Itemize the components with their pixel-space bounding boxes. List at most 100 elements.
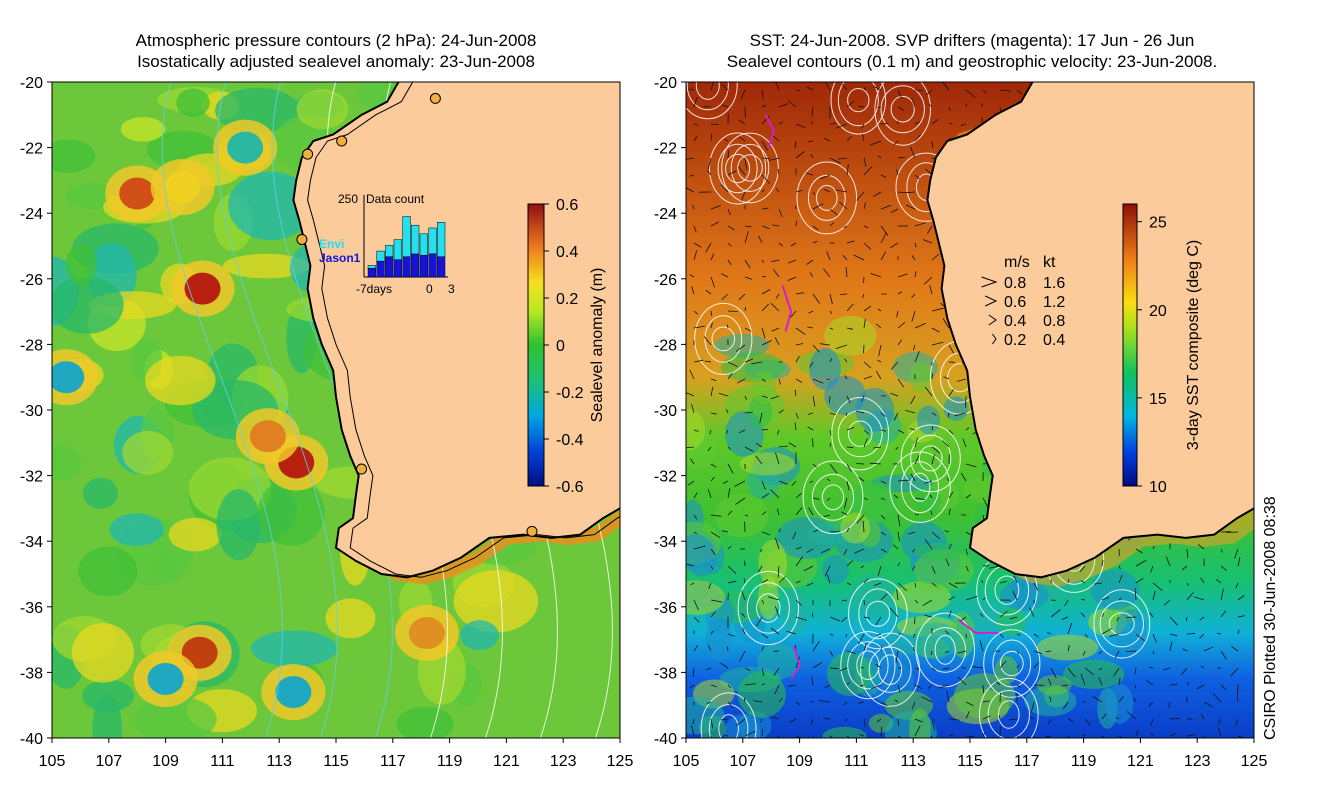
velocity-arrow [1101, 559, 1104, 567]
velocity-arrow [761, 683, 766, 686]
tide-gauge-station [336, 135, 348, 147]
velocity-arrow [707, 644, 712, 652]
velocity-arrow [1012, 590, 1018, 601]
velocity-arrow [846, 650, 857, 654]
colorbar-tick-label: 0.6 [556, 197, 578, 214]
velocity-key-ms: 0.6 [1004, 294, 1026, 311]
velocity-arrow [791, 480, 797, 487]
velocity-arrow [795, 492, 802, 499]
velocity-arrow [829, 633, 834, 636]
sla-blob [134, 696, 217, 738]
lat-tick-label: -34 [20, 534, 43, 551]
velocity-arrow [1049, 696, 1052, 703]
velocity-key-arrow [981, 276, 998, 288]
velocity-arrow [863, 318, 866, 329]
velocity-arrow [839, 667, 848, 672]
velocity-arrow [891, 361, 899, 370]
velocity-arrow [908, 531, 916, 535]
velocity-arrow [807, 426, 814, 431]
velocity-arrow [1016, 664, 1020, 669]
velocity-arrow [982, 597, 986, 601]
velocity-arrow [829, 157, 841, 164]
sealevel-contour [889, 451, 951, 523]
velocity-arrow [829, 327, 833, 330]
colorbar-tick-label: 15 [1149, 391, 1167, 408]
velocity-arrow [743, 697, 746, 703]
sst-patch [686, 580, 725, 615]
velocity-arrow [846, 463, 852, 472]
velocity-arrow [710, 514, 722, 517]
velocity-arrow [744, 259, 751, 269]
velocity-arrow [1182, 648, 1188, 652]
velocity-arrow [910, 146, 916, 159]
velocity-arrow [1067, 735, 1071, 738]
sealevel-contour [847, 88, 870, 113]
sla-anomaly-core [227, 131, 264, 164]
sla-blob [71, 623, 134, 683]
velocity-arrow [930, 510, 933, 516]
velocity-arrow [931, 425, 934, 431]
sst-patch [809, 347, 841, 390]
velocity-arrow [741, 590, 746, 601]
lat-tick-label: -32 [654, 469, 677, 486]
sealevel-contour [686, 82, 729, 111]
velocity-key-arrow [991, 333, 997, 345]
velocity-arrow [846, 163, 849, 176]
velocity-arrow [691, 725, 695, 737]
lon-tick-label: 107 [729, 753, 756, 770]
lon-tick-label: 123 [1184, 753, 1211, 770]
velocity-arrow [829, 429, 832, 436]
colorbar-label: 3-day SST composite (deg C) [1185, 240, 1202, 450]
velocity-arrow [761, 728, 763, 737]
velocity-arrow [863, 166, 873, 176]
inset-xlabel-end: 3 [448, 282, 455, 296]
lat-tick-label: -30 [20, 403, 43, 420]
velocity-arrow [761, 259, 765, 263]
velocity-arrow [693, 250, 698, 261]
velocity-arrow [809, 361, 814, 368]
velocity-arrow [788, 442, 797, 448]
velocity-arrow [775, 293, 780, 299]
sst-patch [1106, 683, 1134, 724]
velocity-arrow [895, 446, 899, 451]
velocity-arrow [948, 508, 951, 516]
velocity-arrow [761, 633, 769, 639]
sst-patch [824, 315, 877, 356]
velocity-arrow [826, 478, 831, 482]
velocity-arrow [999, 89, 1012, 92]
velocity-arrow [812, 203, 824, 210]
velocity-arrow [710, 599, 723, 603]
velocity-key-ms: 0.2 [1004, 332, 1026, 349]
velocity-arrow [1152, 633, 1157, 643]
inset-legend-envi: Envi [319, 237, 344, 251]
velocity-arrow [1203, 735, 1207, 738]
velocity-key-kt: 0.8 [1043, 313, 1065, 330]
velocity-arrow [1118, 565, 1121, 570]
velocity-arrow [795, 220, 797, 227]
velocity-arrow [931, 454, 935, 465]
velocity-arrow [686, 563, 695, 567]
sealevel-contour [847, 641, 889, 690]
sealevel-contour [837, 82, 879, 127]
velocity-arrow [999, 610, 1008, 618]
velocity-arrow [806, 582, 814, 587]
right-title-line2: Sealevel contours (0.1 m) and geostrophi… [726, 52, 1218, 71]
velocity-arrow [948, 543, 952, 550]
velocity-arrow [880, 122, 889, 125]
velocity-arrow [872, 85, 882, 91]
sealevel-contour [704, 315, 743, 363]
velocity-arrow [914, 455, 920, 465]
velocity-arrow [924, 539, 933, 550]
velocity-arrow [897, 718, 899, 727]
velocity-arrow [1048, 718, 1052, 725]
velocity-arrow [795, 507, 803, 516]
lat-tick-label: -34 [654, 534, 677, 551]
velocity-arrow [869, 140, 882, 146]
velocity-arrow [948, 122, 953, 125]
velocity-arrow [708, 582, 712, 589]
velocity-arrow [921, 696, 933, 703]
velocity-arrow [707, 170, 712, 176]
velocity-arrow [1118, 677, 1121, 686]
velocity-arrow [761, 395, 768, 398]
colorbar-tick-label: 25 [1149, 215, 1167, 232]
